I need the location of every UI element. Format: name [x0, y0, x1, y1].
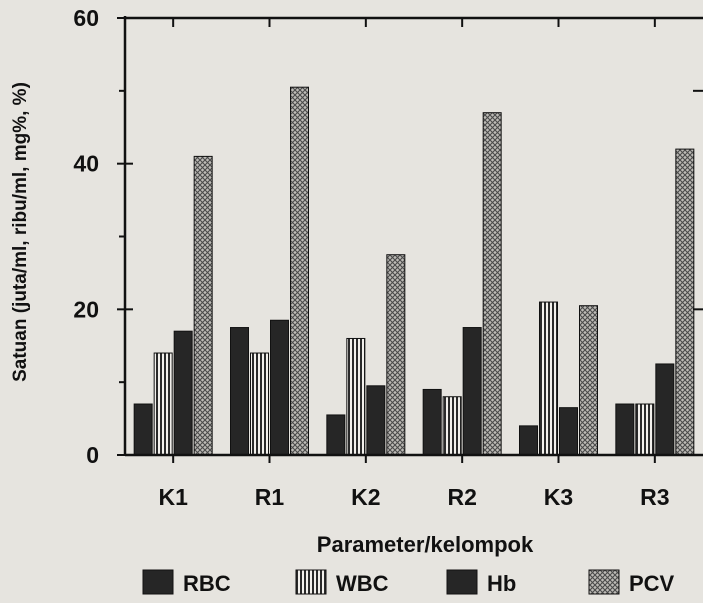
- bar-wbc-k3: [539, 301, 558, 456]
- bar-rbc-k2: [326, 414, 346, 456]
- bar-hb-r2: [462, 327, 482, 456]
- bar-pcv-r3: [675, 148, 695, 456]
- bar-pcv-k2: [386, 254, 406, 456]
- bar-wbc-r3: [635, 403, 655, 456]
- axes-layer: K1 R1 K2 R2 K3 R3 0 20 40 60: [73, 5, 703, 510]
- legend-swatch-hb: [446, 569, 478, 595]
- legend-swatch-wbc: [295, 569, 327, 595]
- legend-label-rbc: RBC: [183, 571, 231, 596]
- legend: RBC WBC Hb PCV: [142, 569, 675, 596]
- bar-wbc-k2: [346, 337, 366, 456]
- bar-pcv-r1: [290, 86, 309, 456]
- bar-rbc-r2: [422, 388, 442, 456]
- bar-hb-k3: [559, 407, 578, 456]
- x-tick-label: K1: [158, 484, 188, 510]
- bar-hb-r3: [655, 363, 675, 456]
- x-tick-label: K3: [544, 484, 573, 510]
- bar-pcv-k1: [193, 155, 213, 456]
- legend-swatch-rbc: [142, 569, 174, 595]
- bar-hb-k2: [366, 385, 386, 456]
- bar-hb-r1: [270, 319, 289, 456]
- x-tick-label: R2: [447, 484, 476, 510]
- bar-pcv-r2: [482, 112, 502, 456]
- bar-wbc-r1: [250, 352, 269, 456]
- bar-rbc-k3: [519, 425, 538, 456]
- bar-pcv-k3: [579, 305, 598, 456]
- y-tick-label: 60: [73, 5, 99, 31]
- legend-label-wbc: WBC: [336, 571, 389, 596]
- y-tick-label: 0: [86, 442, 99, 468]
- y-tick-label: 20: [73, 296, 99, 322]
- bar-wbc-r2: [442, 396, 462, 456]
- bar-rbc-r3: [615, 403, 635, 456]
- x-tick-label: K2: [351, 484, 380, 510]
- bar-wbc-k1: [153, 352, 173, 456]
- bar-rbc-r1: [230, 327, 249, 456]
- bar-hb-k1: [173, 330, 193, 456]
- legend-swatch-pcv: [588, 569, 620, 595]
- bars-layer: [133, 86, 695, 456]
- y-axis-title: Satuan (juta/ml, ribu/ml, mg%, %): [10, 82, 31, 382]
- x-axis-title: Parameter/kelompok: [317, 532, 534, 557]
- legend-label-pcv: PCV: [629, 571, 675, 596]
- bar-rbc-k1: [133, 403, 153, 456]
- legend-label-hb: Hb: [487, 571, 516, 596]
- y-tick-label: 40: [73, 151, 99, 177]
- x-tick-label: R1: [255, 484, 285, 510]
- x-tick-label: R3: [640, 484, 669, 510]
